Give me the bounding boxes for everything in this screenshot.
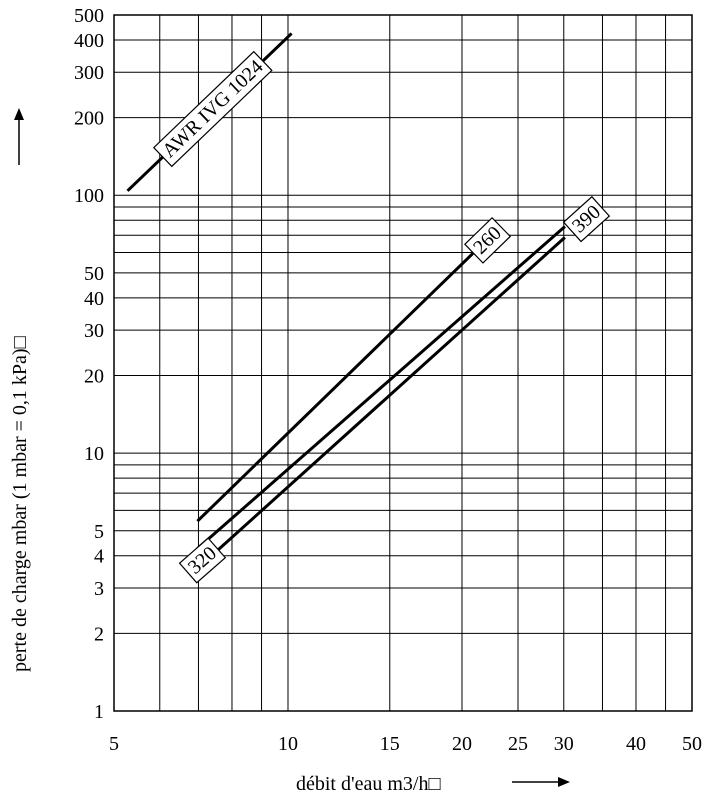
x-tick-label: 5: [109, 733, 119, 755]
x-tick-label: 10: [278, 733, 298, 755]
y-tick-label: 30: [84, 320, 104, 342]
series-label-group: 320: [178, 537, 227, 584]
series-label-box: [152, 50, 273, 168]
y-tick-label: 4: [94, 546, 104, 568]
y-tick-label: 100: [74, 185, 104, 207]
y-tick-label: 400: [74, 30, 104, 52]
x-tick-label: 25: [508, 733, 528, 755]
y-tick-label: 200: [74, 108, 104, 130]
x-axis-arrow-head: [558, 777, 570, 787]
x-tick-label: 40: [626, 733, 646, 755]
series-line: [196, 233, 494, 523]
y-tick-label: 5: [94, 521, 104, 543]
x-axis-title: débit d'eau m3/h□: [296, 773, 441, 795]
x-tick-label: 30: [554, 733, 574, 755]
series-label-group: AWR IVG 1024: [152, 50, 273, 168]
y-tick-label: 1: [94, 701, 104, 723]
y-axis-title: perte de charge mbar (1 mbar = 0,1 kPa)□: [9, 336, 31, 672]
y-tick-label: 20: [84, 365, 104, 387]
y-tick-label: 300: [74, 62, 104, 84]
y-tick-label: 10: [84, 443, 104, 465]
y-tick-label: 3: [94, 578, 104, 600]
y-tick-label: 500: [74, 5, 104, 27]
series-line: [196, 236, 566, 570]
x-tick-label: 50: [682, 733, 702, 755]
x-tick-label: 15: [380, 733, 400, 755]
series-label-box: [464, 216, 512, 264]
x-tick-label: 20: [452, 733, 472, 755]
y-tick-label: 40: [84, 288, 104, 310]
y-axis-arrow-head: [14, 108, 24, 120]
y-tick-label: 2: [94, 623, 104, 645]
x-axis-title-group: débit d'eau m3/h□: [296, 773, 570, 795]
tick-labels: 5 10 15 20 25 30 40 50 1 2 3 4 5 10 20 30 40 50 100 200 300 4…: [74, 5, 702, 755]
plot-frame: [113, 14, 693, 712]
y-tick-label: 50: [84, 263, 104, 285]
series-line: [196, 225, 566, 550]
series-label-box: [178, 537, 227, 584]
y-axis-title-group: perte de charge mbar (1 mbar = 0,1 kPa)□: [9, 108, 31, 672]
series-label-box: [562, 195, 611, 243]
